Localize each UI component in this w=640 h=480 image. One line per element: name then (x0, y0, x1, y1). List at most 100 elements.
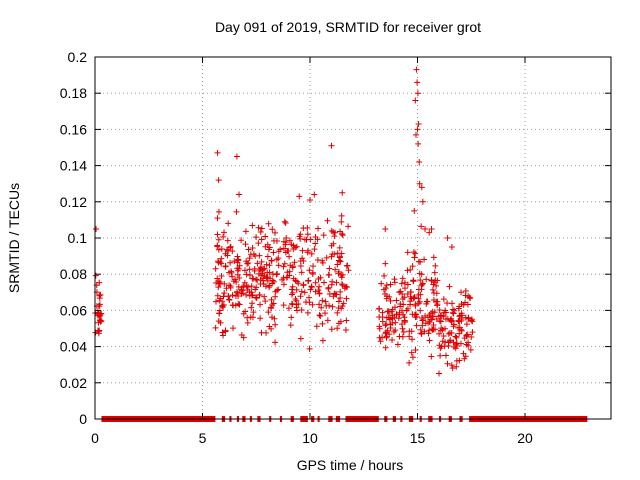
data-point (309, 269, 316, 276)
data-point (338, 281, 345, 288)
data-point (407, 301, 414, 308)
data-point (376, 325, 383, 332)
data-point (305, 277, 312, 284)
data-point (331, 233, 338, 240)
data-point (310, 263, 317, 270)
data-point (269, 226, 276, 233)
data-point (461, 355, 468, 362)
data-point (246, 272, 253, 279)
data-point (446, 283, 453, 290)
data-point (224, 237, 231, 244)
data-point (465, 314, 472, 321)
data-point (391, 279, 398, 286)
data-point (338, 212, 345, 219)
data-point (297, 258, 304, 265)
data-point (399, 325, 406, 332)
data-point (334, 261, 341, 268)
data-point (455, 317, 462, 324)
data-point (323, 254, 330, 261)
data-point (249, 314, 256, 321)
data-point (342, 326, 349, 333)
data-point (234, 259, 241, 266)
data-point (426, 229, 433, 236)
data-point (395, 315, 402, 322)
data-point (265, 309, 272, 316)
data-point (306, 294, 313, 301)
data-point (217, 295, 224, 302)
data-point (250, 309, 257, 316)
y-tick-label: 0.08 (60, 266, 87, 282)
data-point (440, 332, 447, 339)
data-point (442, 352, 449, 359)
data-point (379, 334, 386, 341)
data-point (96, 295, 103, 302)
data-point (266, 284, 273, 291)
data-point (215, 208, 222, 215)
data-point (442, 339, 449, 346)
data-point (212, 265, 219, 272)
data-point (416, 298, 423, 305)
data-point (392, 327, 399, 334)
data-point (343, 295, 350, 302)
data-point (317, 274, 324, 281)
data-point (308, 283, 315, 290)
data-point (266, 244, 273, 251)
data-point (268, 257, 275, 264)
data-point (235, 283, 242, 290)
data-point (399, 333, 406, 340)
data-point (401, 279, 408, 286)
data-point (256, 292, 263, 299)
data-point (445, 330, 452, 337)
data-point (304, 231, 311, 238)
data-point (453, 334, 460, 341)
data-point (393, 297, 400, 304)
data-point (246, 266, 253, 273)
data-point (423, 276, 430, 283)
data-point (282, 249, 289, 256)
data-point (299, 255, 306, 262)
data-point (218, 272, 225, 279)
data-point (312, 288, 319, 295)
data-point (316, 301, 323, 308)
data-point (328, 281, 335, 288)
data-point (389, 337, 396, 344)
data-point (227, 244, 234, 251)
data-point (314, 256, 321, 263)
data-point (215, 246, 222, 253)
data-point (325, 284, 332, 291)
data-point (316, 312, 323, 319)
data-point (437, 352, 444, 359)
data-point (447, 337, 454, 344)
data-point (430, 254, 437, 261)
data-point (315, 287, 322, 294)
data-point (326, 302, 333, 309)
data-point (282, 220, 289, 227)
x-tick-label: 10 (302, 430, 318, 446)
data-point (274, 287, 281, 294)
data-point (214, 231, 221, 238)
data-point (308, 250, 315, 257)
data-point (416, 180, 423, 187)
data-point (418, 286, 425, 293)
data-point (394, 341, 401, 348)
data-point (260, 275, 267, 282)
data-point (389, 315, 396, 322)
data-point (430, 290, 437, 297)
data-point (255, 240, 262, 247)
data-point (220, 332, 227, 339)
data-point (320, 279, 327, 286)
data-point (453, 357, 460, 364)
x-tick-label: 5 (199, 430, 207, 446)
data-point (450, 310, 457, 317)
data-point (328, 242, 335, 249)
y-tick-label: 0.2 (68, 49, 88, 65)
data-point (214, 292, 221, 299)
data-point (238, 237, 245, 244)
y-tick-label: 0.06 (60, 302, 87, 318)
data-point (297, 335, 304, 342)
data-point (214, 149, 221, 156)
data-point (218, 255, 225, 262)
data-point (339, 189, 346, 196)
axis-ticks (94, 56, 611, 420)
data-point (418, 330, 425, 337)
